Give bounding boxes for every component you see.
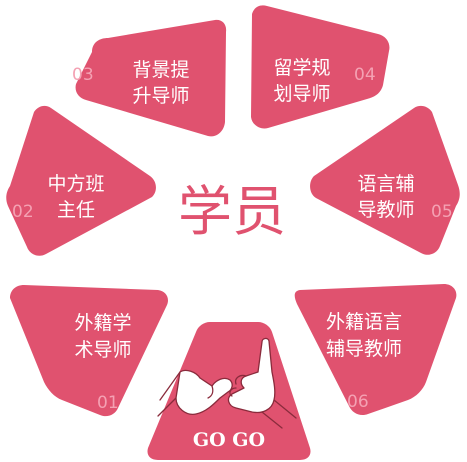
petal-01-number-label: 01 bbox=[97, 393, 119, 413]
petal-06-shape bbox=[294, 284, 457, 416]
petal-03-shape bbox=[75, 19, 227, 137]
petal-04-line2: 划导师 bbox=[273, 83, 330, 105]
petal-01-line1: 外籍学 bbox=[74, 312, 131, 334]
petal-02-shape bbox=[6, 105, 156, 256]
petal-03-line2: 升导师 bbox=[132, 85, 189, 107]
petal-04: 04 留学规 划导师 bbox=[251, 5, 390, 129]
petal-01-shape bbox=[10, 285, 168, 417]
petal-06-number-label: 06 bbox=[347, 392, 369, 412]
pinky-promise-hands-icon bbox=[157, 337, 297, 429]
petal-06-line2: 辅导教师 bbox=[326, 338, 402, 360]
petal-01: 01 外籍学 术导师 bbox=[10, 285, 168, 417]
petal-06-line1: 外籍语言 bbox=[326, 311, 402, 333]
petal-03-line1: 背景提 bbox=[132, 59, 189, 81]
bottom-card: GO GO bbox=[147, 322, 311, 460]
petal-05-line1: 语言辅 bbox=[357, 173, 414, 195]
petal-05-line2: 导教师 bbox=[357, 199, 414, 221]
petal-02-number-label: 02 bbox=[12, 202, 34, 222]
petal-06: 06 外籍语言 辅导教师 bbox=[294, 284, 457, 416]
petal-04-shape bbox=[251, 5, 390, 129]
petal-04-number-label: 04 bbox=[354, 65, 376, 85]
petal-05-shape bbox=[310, 105, 460, 255]
petal-03-number-label: 03 bbox=[72, 65, 94, 85]
petal-04-line1: 留学规 bbox=[273, 57, 330, 79]
petal-03: 01 03 背景提 升导师 bbox=[72, 19, 227, 137]
bottom-card-label: GO GO bbox=[193, 429, 265, 451]
petal-02: 02 中方班 主任 bbox=[6, 105, 156, 256]
petal-01-line2: 术导师 bbox=[74, 339, 131, 361]
petal-02-line2: 主任 bbox=[57, 199, 95, 221]
petal-02-line1: 中方班 bbox=[47, 173, 104, 195]
center-label: 学员 bbox=[178, 180, 286, 243]
petal-05-number-label: 05 bbox=[431, 202, 453, 222]
petal-05: 05 语言辅 导教师 bbox=[310, 105, 460, 255]
